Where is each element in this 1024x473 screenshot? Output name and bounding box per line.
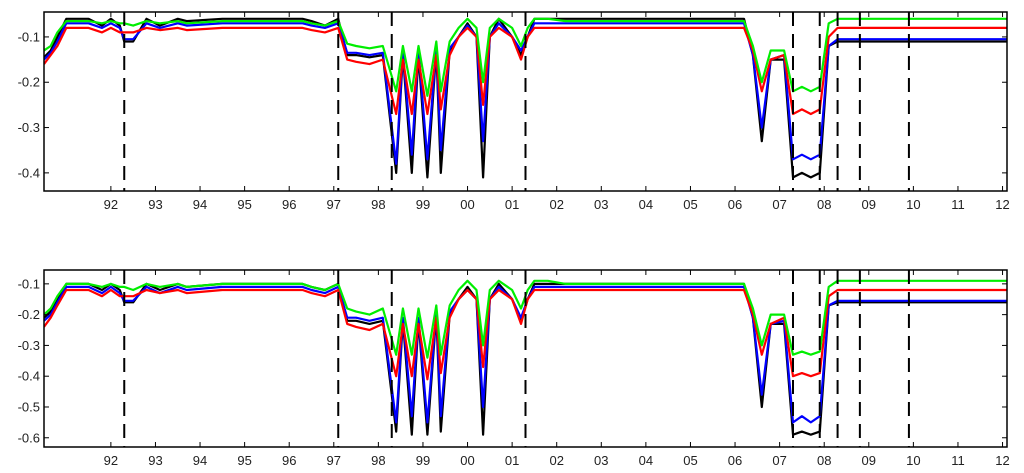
x-tick-label: 94 — [193, 453, 207, 468]
x-tick-label: 07 — [772, 197, 786, 212]
y-tick-label: -0.4 — [18, 165, 40, 180]
x-tick-label: 00 — [460, 197, 474, 212]
x-tick-label: 92 — [104, 197, 118, 212]
series-line-4 — [44, 17, 1007, 97]
y-tick-label: -0.6 — [18, 430, 40, 445]
x-tick-label: 12 — [995, 197, 1009, 212]
series-line-3 — [44, 288, 1007, 381]
x-tick-label: 02 — [549, 197, 563, 212]
x-tick-label: 01 — [505, 453, 519, 468]
x-tick-label: 11 — [951, 453, 965, 468]
x-tick-label: 11 — [951, 197, 965, 212]
x-tick-label: 09 — [862, 453, 876, 468]
chart-panel-top: -0.1 -0.2 -0.3 -0.4 92 93 94 95 96 97 98 99 00 01 02 03… — [18, 11, 1010, 212]
plot-area — [44, 270, 1007, 447]
y-tick-label: -0.1 — [18, 276, 40, 291]
series-line-4 — [44, 279, 1007, 359]
x-tick-label: 98 — [371, 197, 385, 212]
x-tick-label: 92 — [104, 453, 118, 468]
x-tick-label: 02 — [549, 453, 563, 468]
x-tick-label: 05 — [683, 453, 697, 468]
x-tick-label: 09 — [862, 197, 876, 212]
series-line-3 — [44, 26, 1007, 116]
y-tick-label: -0.4 — [18, 369, 40, 384]
axes-frame — [43, 11, 1008, 192]
x-tick-label: 06 — [728, 197, 742, 212]
x-tick-label: 98 — [371, 453, 385, 468]
x-tick-label: 99 — [416, 453, 430, 468]
x-tick-label: 93 — [148, 197, 162, 212]
plot-area — [44, 12, 1007, 191]
x-tick-label: 93 — [148, 453, 162, 468]
y-tick-label: -0.2 — [18, 307, 40, 322]
x-tick-label: 03 — [594, 197, 608, 212]
y-tick-label: -0.2 — [18, 75, 40, 90]
x-tick-label: 00 — [460, 453, 474, 468]
x-tick-label: 06 — [728, 453, 742, 468]
x-tick-label: 97 — [327, 453, 341, 468]
y-tick-label: -0.5 — [18, 399, 40, 414]
x-tick-label: 12 — [995, 453, 1009, 468]
x-tick-label: 96 — [282, 197, 296, 212]
x-tick-label: 08 — [817, 197, 831, 212]
axes-frame — [43, 269, 1008, 448]
y-tick-label: -0.1 — [18, 29, 40, 44]
x-tick-label: 95 — [237, 197, 251, 212]
x-tick-label: 95 — [237, 453, 251, 468]
x-tick-label: 04 — [639, 197, 653, 212]
x-tick-label: 08 — [817, 453, 831, 468]
series-line-2 — [44, 285, 1007, 424]
chart-panel-bottom: -0.1 -0.2 -0.3 -0.4 -0.5 -0.6 92 93 94 95 96 97 98 99… — [18, 269, 1010, 468]
x-tick-label: 97 — [327, 197, 341, 212]
x-tick-label: 10 — [906, 453, 920, 468]
x-tick-label: 94 — [193, 197, 207, 212]
x-tick-label: 10 — [906, 197, 920, 212]
y-tick-label: -0.3 — [18, 120, 40, 135]
x-tick-label: 04 — [639, 453, 653, 468]
x-tick-label: 01 — [505, 197, 519, 212]
x-tick-label: 07 — [772, 453, 786, 468]
x-tick-label: 05 — [683, 197, 697, 212]
x-tick-label: 99 — [416, 197, 430, 212]
x-tick-label: 96 — [282, 453, 296, 468]
x-tick-label: 03 — [594, 453, 608, 468]
y-tick-label: -0.3 — [18, 338, 40, 353]
